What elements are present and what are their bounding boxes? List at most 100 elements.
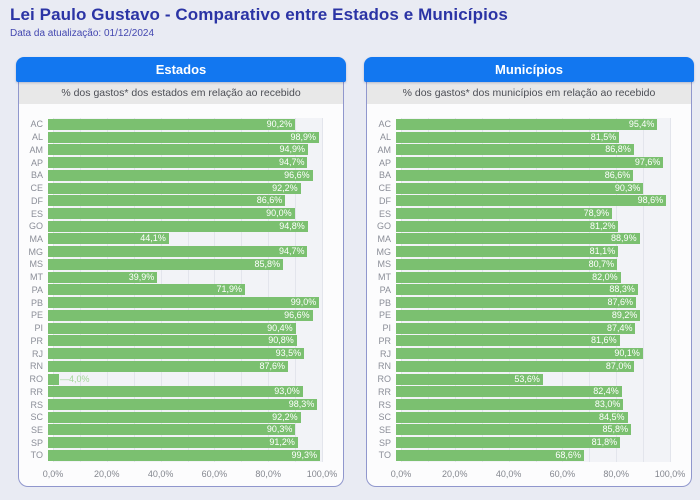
bar[interactable]: 90,2% [48, 118, 296, 130]
estados-header-button[interactable]: Estados [16, 57, 346, 82]
bar[interactable]: 87,4% [396, 322, 636, 334]
bar[interactable]: 87,6% [48, 360, 289, 372]
bar-track: 96,6% [48, 169, 322, 181]
bar[interactable]: 94,7% [48, 246, 308, 258]
bar[interactable]: 90,3% [396, 182, 644, 194]
bar-track: 71,9% [48, 284, 322, 296]
value-label: 98,9% [290, 131, 316, 142]
bar[interactable]: 93,5% [48, 348, 305, 360]
bar[interactable]: 53,6% [396, 373, 543, 385]
category-label: PA [379, 284, 391, 295]
x-axis: 0,0% 20,0% 40,0% 60,0% 80,0% 100,0% [43, 467, 338, 481]
gridline [295, 118, 297, 462]
bar[interactable]: 39,9% [48, 271, 158, 283]
bar[interactable]: 99,0% [48, 297, 320, 309]
bar[interactable]: 98,3% [48, 399, 318, 411]
bar[interactable]: 89,2% [396, 309, 641, 321]
bar-track: 96,6% [48, 309, 322, 321]
bar[interactable]: 86,6% [48, 195, 286, 207]
bar-track: 87,4% [396, 322, 670, 334]
bar[interactable]: 94,7% [48, 157, 308, 169]
value-label: 39,9% [128, 271, 155, 282]
bar[interactable] [48, 373, 59, 385]
bar-row: GO 81,2% [367, 220, 670, 233]
bar[interactable]: 97,6% [396, 157, 664, 169]
bar[interactable]: 94,9% [48, 144, 309, 156]
bar-rows: AC 90,2% AL 98,9% AM 94,9% AP 94,7% BA 96,6% CE 92,… [19, 118, 322, 462]
value-label: 88,3% [609, 284, 635, 295]
bar[interactable]: 81,8% [396, 437, 621, 449]
bar-track: 90,1% [396, 348, 670, 360]
bar[interactable]: 88,3% [396, 284, 638, 296]
bar-row: TO 68,6% [367, 449, 670, 462]
value-label: 96,6% [284, 169, 310, 180]
bar[interactable]: 68,6% [396, 449, 584, 461]
category-label: MA [29, 233, 44, 244]
bar-row: BA 86,6% [367, 169, 670, 182]
bar-track: 93,5% [48, 348, 322, 360]
bar[interactable]: 90,0% [48, 208, 295, 219]
bar-track: 87,0% [396, 360, 670, 372]
bar[interactable]: 86,6% [396, 169, 634, 181]
bar[interactable]: 83,0% [396, 399, 624, 411]
bar[interactable]: 86,8% [396, 144, 634, 156]
bar[interactable]: 81,5% [396, 131, 620, 143]
bar-row: MT 39,9% [19, 271, 322, 284]
value-label: 86,8% [605, 144, 631, 155]
value-label: 94,7% [278, 157, 305, 168]
bar-row: PB 87,6% [367, 296, 670, 309]
category-label: PB [378, 297, 391, 308]
bar-row: SP 81,8% [367, 436, 670, 449]
bar[interactable]: 80,7% [396, 258, 618, 270]
bar[interactable]: 90,4% [48, 322, 296, 334]
bar[interactable]: 95,4% [396, 118, 658, 130]
axis-tick-label: 0,0% [390, 469, 412, 479]
bar[interactable]: 87,0% [396, 360, 635, 372]
bar[interactable]: 85,8% [48, 258, 284, 270]
bar[interactable]: 90,3% [48, 424, 296, 436]
bar[interactable]: 78,9% [396, 208, 613, 219]
bar[interactable]: 82,4% [396, 386, 622, 398]
bar[interactable]: 93,0% [48, 386, 303, 398]
municipios-header-button[interactable]: Municípios [364, 57, 694, 82]
bar[interactable]: 96,6% [48, 309, 313, 321]
bar-track: 78,9% [396, 208, 670, 219]
bar[interactable]: 94,8% [48, 220, 308, 232]
bar[interactable]: 71,9% [48, 284, 245, 296]
bar-row: MS 80,7% [367, 258, 670, 271]
bar[interactable]: 87,6% [396, 297, 637, 309]
bar-track: 94,7% [48, 157, 322, 169]
bar-track: 94,9% [48, 144, 322, 156]
bar[interactable]: 88,9% [396, 233, 640, 245]
bar[interactable]: 82,0% [396, 271, 621, 283]
category-label: DF [31, 195, 43, 206]
category-label: SE [378, 424, 391, 435]
bar-track: 82,0% [396, 271, 670, 283]
category-label: PE [30, 310, 43, 321]
bar-row: RN 87,0% [367, 360, 670, 373]
bar[interactable]: 84,5% [396, 411, 628, 423]
bar-track: 81,2% [396, 220, 670, 232]
value-label: 99,3% [291, 449, 318, 460]
bar[interactable]: 81,1% [396, 246, 619, 258]
bar[interactable]: 44,1% [48, 233, 169, 245]
category-label: DF [379, 195, 391, 206]
value-label: 95,4% [628, 118, 655, 129]
bar[interactable]: 98,6% [396, 195, 667, 207]
bar[interactable]: 99,3% [48, 449, 321, 461]
bar-row: SE 85,8% [367, 424, 670, 437]
bar[interactable]: 90,1% [396, 348, 643, 360]
bar-row: AL 98,9% [19, 131, 322, 144]
bar-row: MG 81,1% [367, 245, 670, 258]
bar[interactable]: 90,8% [48, 335, 297, 347]
bar[interactable]: 91,2% [48, 437, 298, 449]
bar[interactable]: 92,2% [48, 182, 301, 194]
bar[interactable]: 81,2% [396, 220, 619, 232]
bar[interactable]: 81,6% [396, 335, 620, 347]
bar[interactable]: 85,8% [396, 424, 632, 436]
bar[interactable]: 96,6% [48, 169, 313, 181]
bar[interactable]: 92,2% [48, 411, 301, 423]
bar[interactable]: 98,9% [48, 131, 319, 143]
bar-row: PI 90,4% [19, 322, 322, 335]
bar-track: 85,8% [396, 424, 670, 436]
